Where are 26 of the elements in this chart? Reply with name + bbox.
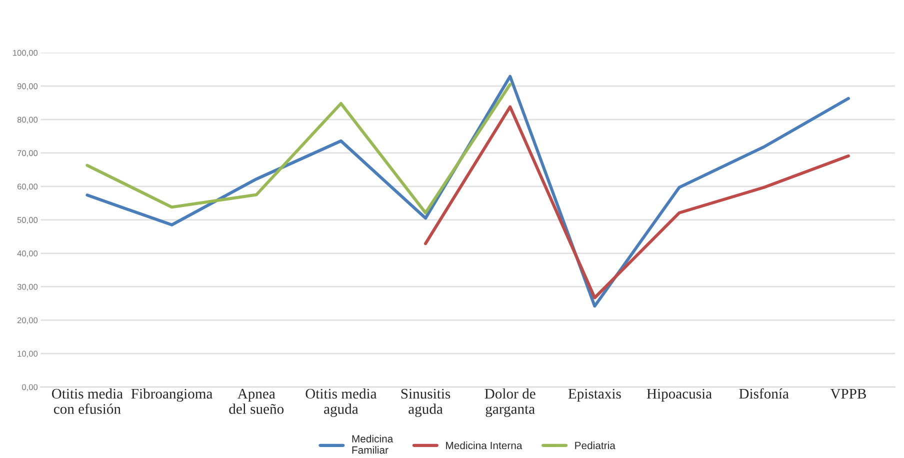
y-tick-label: 30,00 — [17, 284, 38, 291]
x-tick-label: Otitis media aguda — [306, 388, 377, 417]
x-tick-label: VPPB — [830, 388, 866, 399]
y-tick-label: 20,00 — [17, 317, 38, 324]
x-tick-label: Fibroangioma — [131, 388, 212, 402]
y-tick-label: 60,00 — [17, 184, 38, 190]
y-tick-label: 70,00 — [17, 150, 38, 158]
y-tick-label: 90,00 — [17, 83, 38, 90]
x-tick-label: Apnea del sueño — [229, 388, 284, 414]
y-tick-label: 80,00 — [17, 116, 38, 124]
line-series — [424, 105, 850, 300]
x-tick-label: Disfonía — [739, 388, 789, 399]
x-tick-label: Sinusitis aguda — [401, 388, 450, 417]
x-tick-label: Hipoacusia — [646, 388, 712, 402]
y-tick-label: 10,00 — [18, 350, 38, 358]
legend-label: Medicina Interna — [446, 442, 522, 450]
y-tick-label: 40,00 — [17, 250, 38, 258]
x-tick-label: Epistaxis — [568, 388, 621, 402]
y-tick-label: 50,00 — [17, 217, 38, 224]
legend-label: Medicina Familiar — [352, 434, 394, 454]
legend-label: Pediatria — [575, 442, 616, 450]
x-tick-label: Otitis media con efusión — [52, 388, 123, 414]
y-tick-label: 0,00 — [22, 384, 38, 392]
y-tick-label: 100,00 — [13, 50, 38, 57]
x-tick-label: Dolor de garganta — [484, 388, 536, 417]
line-series — [86, 82, 512, 214]
